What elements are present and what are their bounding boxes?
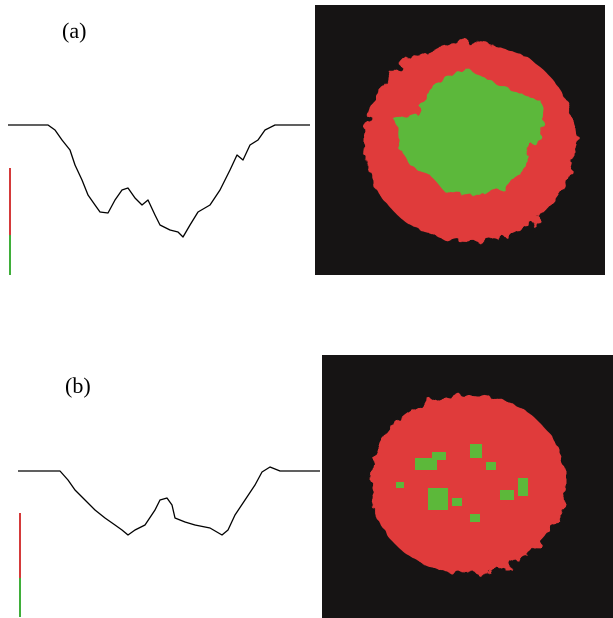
green-spot bbox=[396, 482, 404, 488]
green-spot bbox=[452, 498, 462, 506]
panel-label: (a) bbox=[62, 18, 86, 43]
green-spot bbox=[518, 478, 528, 496]
green-spot bbox=[486, 462, 496, 470]
green-spot bbox=[500, 490, 514, 500]
green-spot bbox=[428, 488, 448, 510]
figure: (a) (b) bbox=[0, 0, 613, 618]
height-profile bbox=[18, 467, 320, 535]
page: {"panels": [{"label": "(a)"}, {"label": … bbox=[0, 0, 613, 618]
panel-label: (b) bbox=[65, 373, 91, 398]
height-profile bbox=[8, 125, 310, 237]
panel-b: (b) bbox=[18, 355, 613, 618]
green-spot bbox=[432, 452, 446, 460]
green-spot bbox=[470, 444, 482, 458]
panel-a: (a) bbox=[8, 5, 605, 275]
green-spot bbox=[470, 514, 480, 522]
